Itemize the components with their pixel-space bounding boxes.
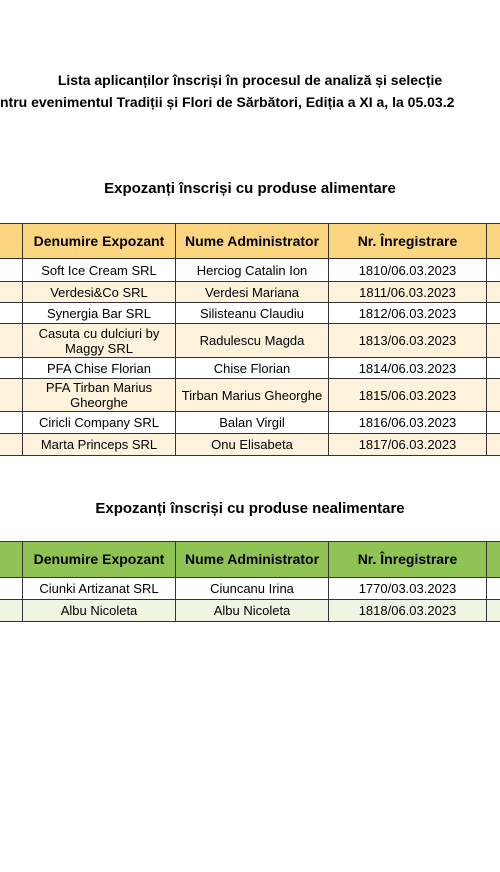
table-cell: Verdesi Mariana — [175, 281, 329, 303]
table-cell — [0, 577, 23, 600]
table-cell: 1770/03.03.2023 — [328, 577, 487, 600]
table-cell: Onu Elisabeta — [175, 433, 329, 456]
table-cell: Radulescu Magda — [175, 323, 329, 358]
table-cell: Ciricli Company SRL — [22, 411, 176, 434]
table-cell — [486, 323, 500, 358]
header-cell: Nume Administrator — [175, 541, 329, 578]
header-cell — [486, 223, 500, 259]
table-cell: 1815/06.03.2023 — [328, 378, 487, 412]
table-cell: 1811/06.03.2023 — [328, 281, 487, 303]
table-cell — [0, 323, 23, 358]
header-cell: Denumire Expozant — [22, 541, 176, 578]
table-cell: PFA Chise Florian — [22, 357, 176, 379]
table-cell: 1813/06.03.2023 — [328, 323, 487, 358]
section-heading: Expozanți înscriși cu produse nealimenta… — [95, 500, 405, 517]
table-cell: 1812/06.03.2023 — [328, 302, 487, 324]
header-cell — [0, 223, 23, 259]
header-cell — [0, 541, 23, 578]
table-cell: Tirban Marius Gheorghe — [175, 378, 329, 412]
table-cell — [0, 433, 23, 456]
table-cell — [486, 433, 500, 456]
title: ntru evenimentul Tradiții și Flori de Să… — [0, 94, 455, 110]
table-cell: 1817/06.03.2023 — [328, 433, 487, 456]
table-cell: Balan Virgil — [175, 411, 329, 434]
header-cell: Nr. Înregistrare — [328, 223, 487, 259]
table-cell — [486, 599, 500, 622]
header-cell: Denumire Expozant — [22, 223, 176, 259]
table-cell — [486, 378, 500, 412]
table-cell — [0, 357, 23, 379]
table-cell: 1814/06.03.2023 — [328, 357, 487, 379]
table-cell — [486, 411, 500, 434]
table-cell: Marta Princeps SRL — [22, 433, 176, 456]
table-cell — [0, 258, 23, 282]
table-cell: 1818/06.03.2023 — [328, 599, 487, 622]
table-cell — [0, 411, 23, 434]
table-cell — [0, 302, 23, 324]
section-heading: Expozanți înscriși cu produse alimentare — [104, 180, 396, 197]
table-cell: PFA Tirban Marius Gheorghe — [22, 378, 176, 412]
table-cell — [486, 302, 500, 324]
header-cell — [486, 541, 500, 578]
table-cell: Silisteanu Claudiu — [175, 302, 329, 324]
table-cell — [0, 281, 23, 303]
table-cell — [486, 577, 500, 600]
table-cell: Albu Nicoleta — [22, 599, 176, 622]
table-cell: Casuta cu dulciuri by Maggy SRL — [22, 323, 176, 358]
table-cell: Synergia Bar SRL — [22, 302, 176, 324]
table-cell — [0, 378, 23, 412]
table-cell: Chise Florian — [175, 357, 329, 379]
table-cell: Soft Ice Cream SRL — [22, 258, 176, 282]
table-cell — [0, 599, 23, 622]
table-cell — [486, 258, 500, 282]
table-cell: 1810/06.03.2023 — [328, 258, 487, 282]
table-cell: Verdesi&Co SRL — [22, 281, 176, 303]
table-cell: Albu Nicoleta — [175, 599, 329, 622]
header-cell: Nr. Înregistrare — [328, 541, 487, 578]
header-cell: Nume Administrator — [175, 223, 329, 259]
table-cell: Ciunki Artizanat SRL — [22, 577, 176, 600]
table-cell: 1816/06.03.2023 — [328, 411, 487, 434]
table-cell — [486, 357, 500, 379]
title: Lista aplicanților înscriși în procesul … — [57, 72, 443, 88]
table-cell — [486, 281, 500, 303]
table-cell: Ciuncanu Irina — [175, 577, 329, 600]
table-cell: Herciog Catalin Ion — [175, 258, 329, 282]
